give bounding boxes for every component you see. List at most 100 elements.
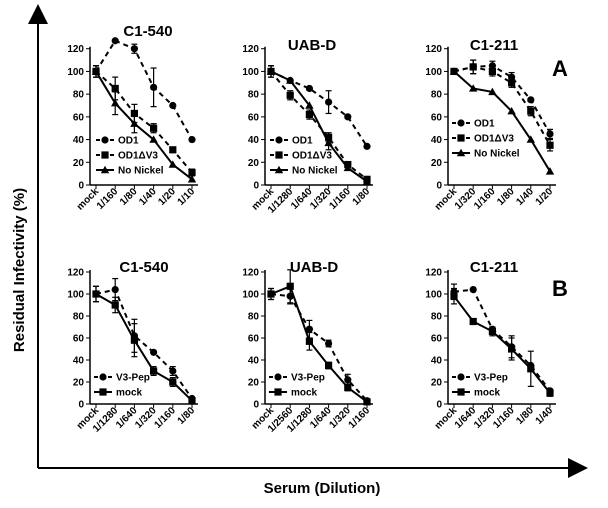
y-tick-label: 40	[73, 356, 85, 367]
data-point	[305, 325, 313, 333]
data-point	[450, 292, 458, 300]
data-point	[150, 348, 158, 356]
data-point	[362, 177, 372, 185]
legend-label: OD1	[474, 119, 495, 130]
y-tick-label: 20	[73, 158, 85, 169]
data-point	[286, 91, 294, 99]
data-point	[344, 383, 352, 392]
y-tick-label: 120	[242, 44, 259, 55]
legend-label: OD1ΔV3	[474, 134, 514, 145]
x-tick-label: 1/80	[176, 405, 198, 427]
y-tick-label: 20	[73, 378, 85, 389]
y-tick-label: 40	[248, 135, 260, 146]
chart-title: C1-211	[470, 37, 518, 54]
data-point	[325, 98, 333, 106]
data-point	[546, 389, 554, 397]
y-tick-label: 60	[73, 112, 85, 123]
data-point	[111, 37, 119, 45]
series-line	[270, 293, 368, 402]
legend-label: V3-Pep	[474, 373, 508, 384]
chart-panel-5: UAB-D020406080100120mock1/25601/12801/64…	[242, 259, 373, 435]
data-point	[363, 398, 371, 406]
chart-legend: V3-Pep mock	[452, 373, 508, 399]
data-point	[150, 83, 158, 91]
data-point	[305, 110, 313, 119]
data-point	[111, 301, 119, 309]
data-point	[169, 378, 177, 386]
legend-label: OD1ΔV3	[292, 151, 332, 162]
data-point	[168, 160, 177, 168]
chart-title: UAB-D	[290, 259, 338, 276]
legend-marker	[275, 151, 283, 159]
y-tick-label: 40	[431, 135, 443, 146]
data-point	[305, 337, 313, 345]
legend-marker	[457, 119, 465, 127]
legend-label: V3-Pep	[116, 373, 150, 384]
data-point	[149, 135, 158, 143]
legend-label: No Nickel	[474, 149, 520, 160]
y-tick-label: 80	[248, 90, 260, 101]
y-tick-label: 20	[248, 158, 260, 169]
data-point	[188, 397, 196, 405]
x-tick-label: 1/40	[514, 186, 536, 208]
series-mock	[267, 269, 371, 406]
legend-marker	[457, 134, 465, 142]
series-no-nickel	[266, 65, 372, 185]
legend-marker	[101, 136, 109, 144]
x-tick-label: 1/40	[137, 186, 159, 208]
series-line	[95, 39, 193, 141]
legend-marker	[275, 136, 283, 144]
data-point	[469, 63, 477, 71]
legend-marker	[99, 388, 107, 396]
data-point	[286, 76, 295, 84]
chart-title: C1-211	[470, 259, 518, 276]
y-tick-label: 40	[431, 356, 443, 367]
x-tick-label: 1/160	[327, 186, 353, 212]
x-tick-label: 1/160	[472, 186, 498, 212]
y-tick-label: 0	[436, 400, 442, 411]
x-tick-label: 1/40	[534, 405, 556, 427]
y-tick-label: 120	[67, 268, 84, 279]
data-point	[150, 124, 158, 132]
series-v3-pep	[92, 278, 196, 403]
series-line	[95, 70, 193, 181]
y-tick-label: 100	[242, 290, 259, 301]
chart-title: C1-540	[123, 23, 172, 40]
y-tick-label: 100	[425, 290, 442, 301]
data-point	[130, 45, 138, 53]
data-point	[508, 345, 516, 353]
data-point	[344, 113, 352, 121]
y-tick-label: 20	[431, 378, 443, 389]
x-tick-label: 1/20	[534, 186, 556, 208]
data-point	[508, 79, 516, 87]
y-tick-label: 120	[67, 44, 84, 55]
series-od1	[267, 65, 371, 150]
y-tick-label: 120	[242, 268, 259, 279]
data-point	[469, 84, 478, 92]
chart-panel-2: UAB-D020406080100120mock1/12801/6401/320…	[242, 37, 373, 216]
data-point	[488, 67, 496, 76]
y-tick-label: 20	[431, 158, 443, 169]
chart-panel-4: C1-540020406080100120mock1/12801/6401/32…	[67, 259, 198, 435]
data-point	[92, 290, 100, 298]
x-tick-label: 1/80	[514, 405, 536, 427]
series-no-nickel	[91, 65, 197, 183]
data-point	[267, 290, 275, 298]
data-point	[545, 167, 555, 175]
data-point	[169, 101, 177, 110]
data-point	[363, 142, 371, 150]
data-point	[526, 135, 535, 143]
data-point	[469, 317, 477, 326]
x-tick-label: 1/160	[152, 405, 178, 431]
data-point	[325, 361, 333, 370]
series-line	[270, 70, 368, 147]
legend-marker	[100, 165, 110, 174]
panel-letter-a: A	[552, 56, 568, 81]
data-point	[169, 146, 177, 154]
y-tick-label: 80	[248, 312, 260, 323]
panel-letter-b: B	[552, 276, 568, 301]
x-tick-label: 1/160	[95, 186, 121, 212]
legend-marker	[456, 148, 466, 157]
